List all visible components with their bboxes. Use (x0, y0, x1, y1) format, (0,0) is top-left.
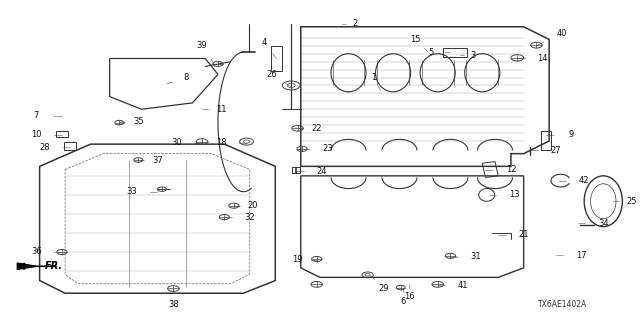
Text: 40: 40 (557, 28, 567, 38)
Text: 33: 33 (127, 187, 138, 196)
Polygon shape (17, 263, 36, 269)
Text: 5: 5 (429, 48, 434, 57)
Text: 18: 18 (216, 138, 227, 147)
Text: 41: 41 (458, 281, 468, 290)
Text: 24: 24 (317, 167, 327, 176)
Text: 25: 25 (627, 197, 637, 206)
Text: 2: 2 (352, 19, 358, 28)
Text: 26: 26 (267, 70, 277, 79)
Text: 15: 15 (410, 35, 420, 44)
Text: 7: 7 (34, 111, 39, 120)
Text: 6: 6 (400, 297, 405, 306)
Text: 34: 34 (598, 219, 609, 228)
Text: 31: 31 (470, 252, 481, 261)
Text: 37: 37 (152, 156, 163, 164)
Text: 10: 10 (31, 130, 42, 139)
Text: 21: 21 (518, 230, 529, 239)
Text: 39: 39 (196, 41, 207, 50)
Text: 19: 19 (292, 255, 303, 264)
Text: 8: 8 (184, 73, 189, 82)
Text: 35: 35 (133, 117, 143, 126)
Text: 42: 42 (579, 176, 589, 185)
Text: 11: 11 (216, 105, 227, 114)
Text: 27: 27 (550, 146, 561, 155)
Text: 30: 30 (172, 138, 182, 147)
Text: 29: 29 (378, 284, 388, 293)
Text: TX6AE1402A: TX6AE1402A (538, 300, 588, 309)
Text: 28: 28 (40, 143, 50, 152)
Text: 38: 38 (168, 300, 179, 309)
Text: 14: 14 (538, 54, 548, 63)
Text: 12: 12 (506, 165, 516, 174)
Text: 20: 20 (248, 202, 258, 211)
Text: 17: 17 (576, 251, 586, 260)
Text: 16: 16 (404, 292, 414, 301)
Text: 32: 32 (244, 212, 255, 222)
Text: 22: 22 (312, 124, 322, 133)
Text: 3: 3 (470, 51, 476, 60)
Text: 4: 4 (261, 38, 266, 47)
Text: 23: 23 (322, 144, 333, 153)
Text: 36: 36 (31, 247, 42, 257)
Text: 13: 13 (509, 190, 520, 199)
Text: 1: 1 (371, 73, 376, 82)
Text: 9: 9 (569, 130, 574, 139)
Text: FR.: FR. (45, 261, 63, 271)
